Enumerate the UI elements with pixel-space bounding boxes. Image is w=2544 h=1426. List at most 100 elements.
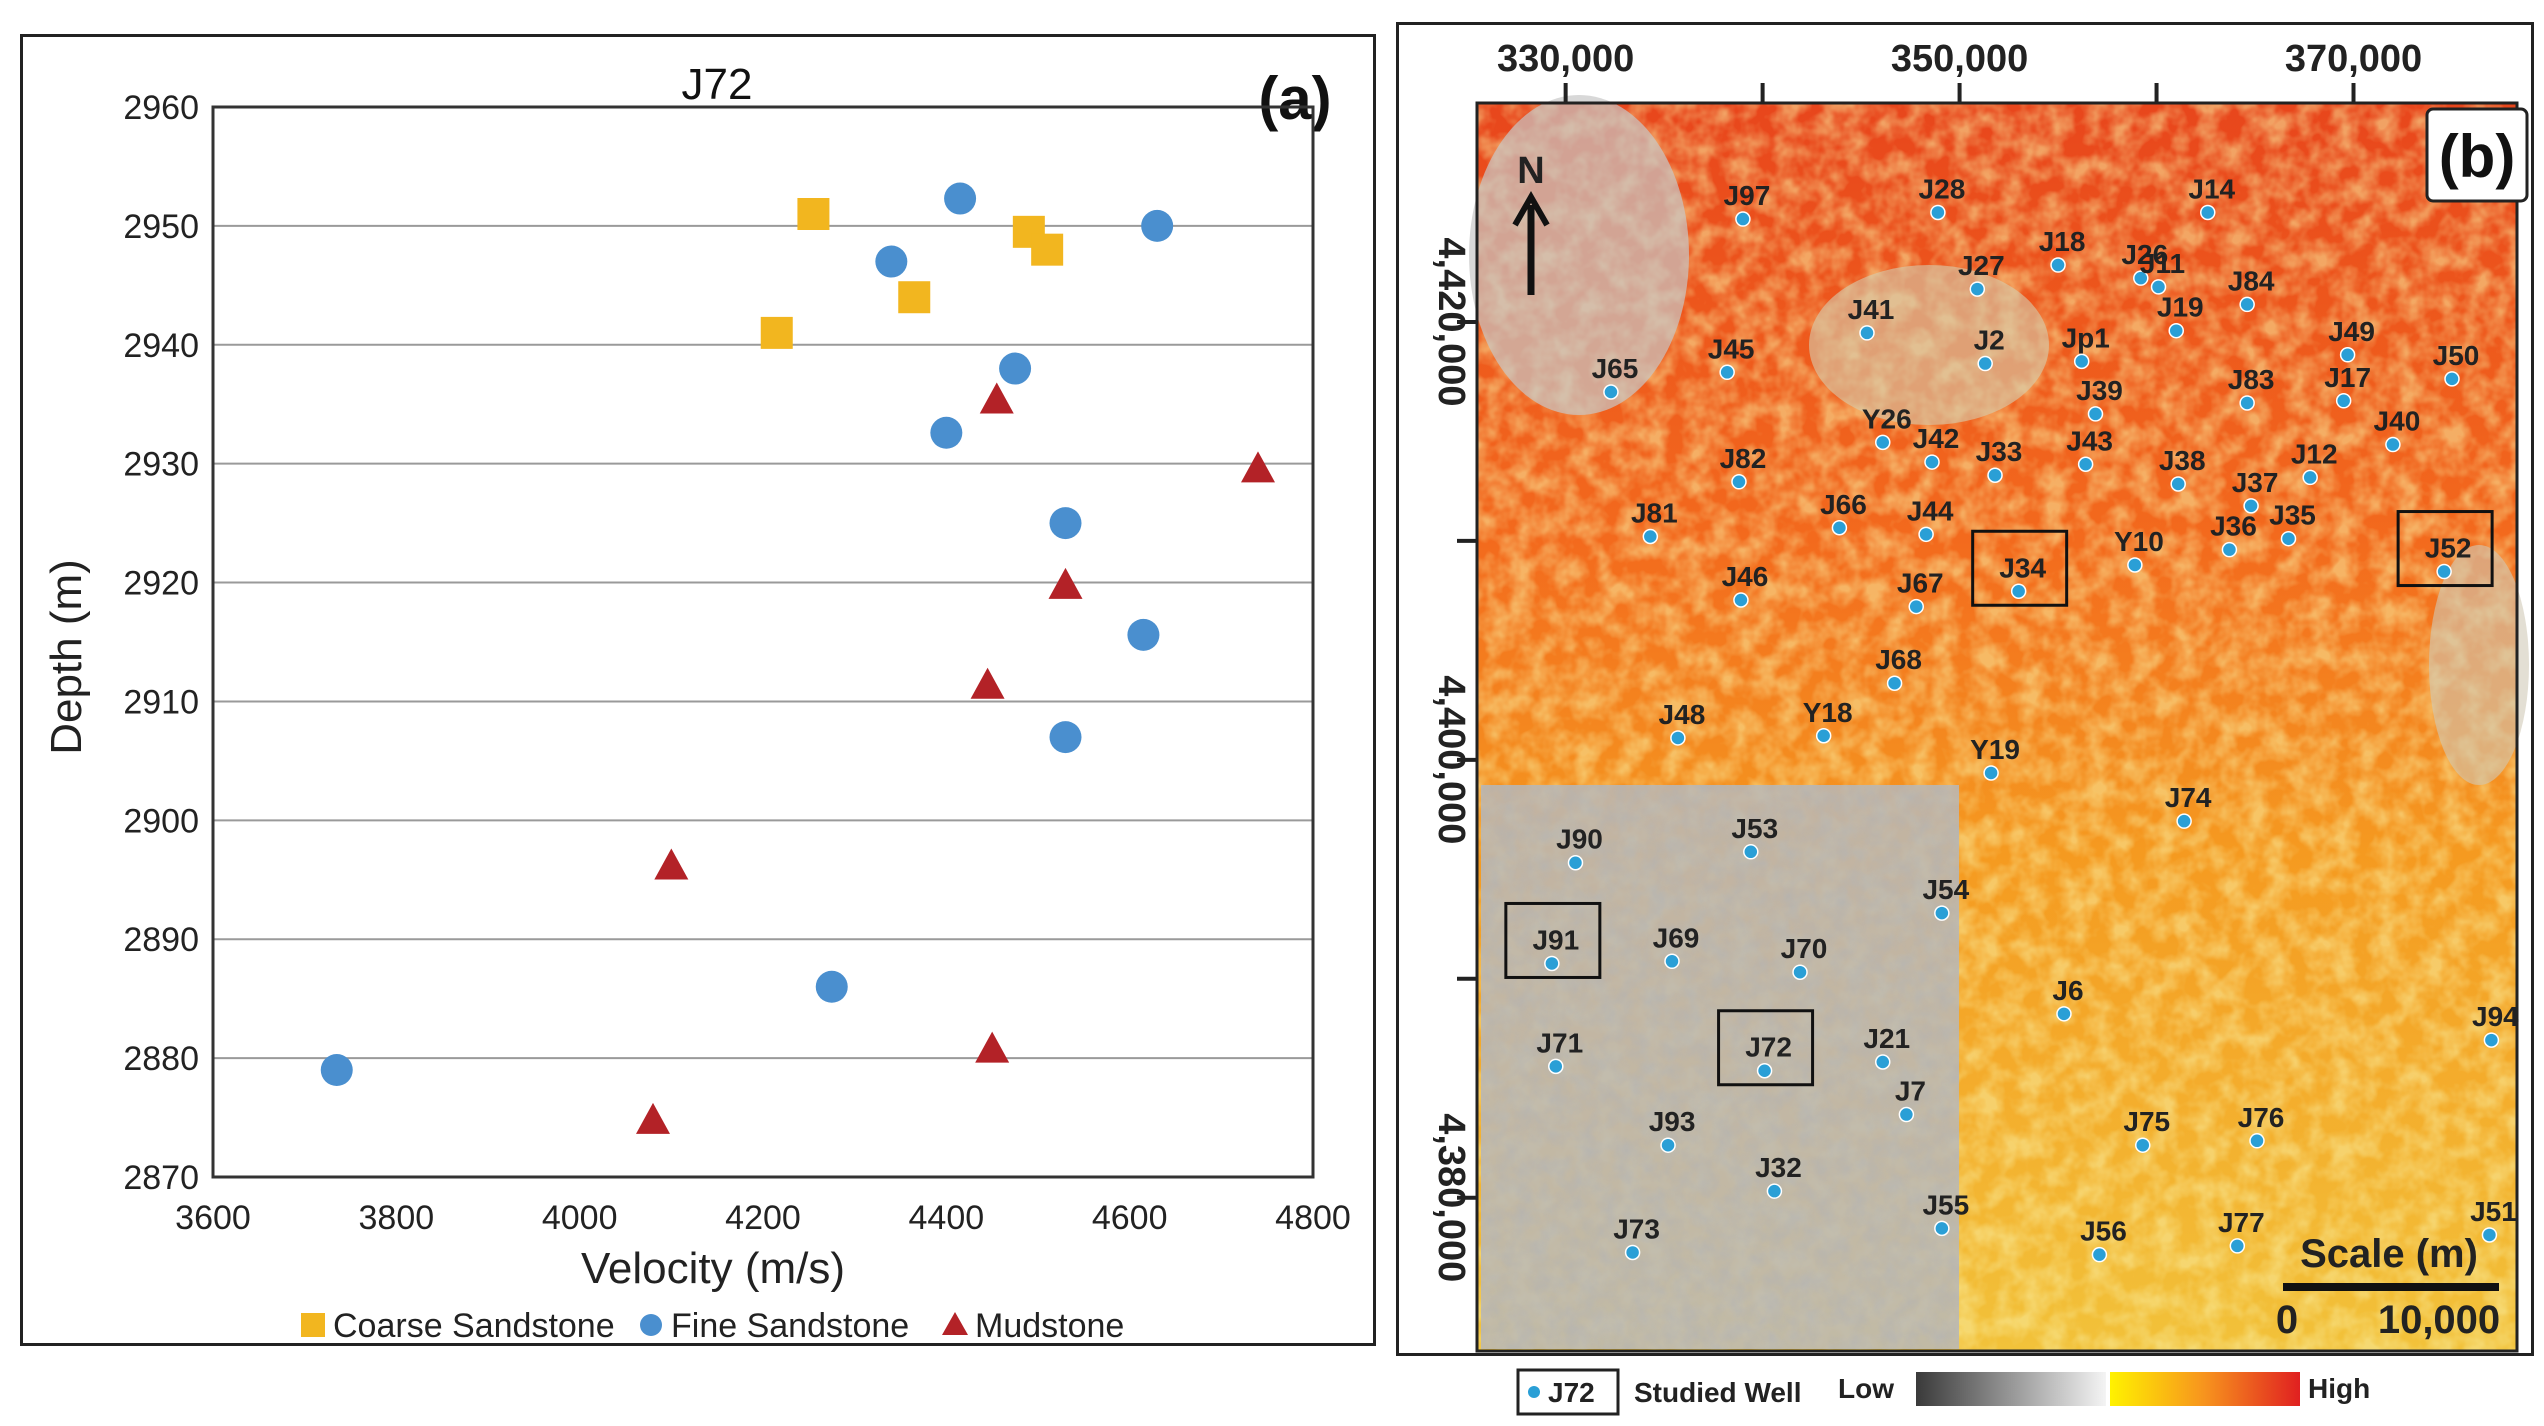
- well-marker: [2243, 498, 2259, 514]
- well-marker: [1603, 384, 1619, 400]
- well-label: J38: [2159, 445, 2206, 476]
- well-marker: [1567, 854, 1584, 871]
- x-tick-label: 4200: [725, 1199, 801, 1237]
- well-label: J49: [2328, 316, 2375, 347]
- well-y18: Y18: [1803, 697, 1853, 744]
- well-j27: J27: [1958, 250, 2005, 297]
- north-arrow: N: [1512, 150, 1550, 295]
- well-j17: J17: [2324, 362, 2371, 409]
- x-tick-label: 4800: [1275, 1199, 1351, 1237]
- well-marker: [1664, 953, 1680, 970]
- well-j73: J73: [1613, 1213, 1660, 1261]
- mid-value-zone-east: [2429, 545, 2529, 785]
- well-marker: [1983, 765, 1999, 781]
- y-tick-label: 2900: [123, 802, 199, 840]
- map-x-tick-label: 370,000: [2285, 38, 2422, 80]
- scale-bar: Scale (m) 0 10,000: [2276, 1232, 2500, 1342]
- north-arrow-head: [1512, 190, 1550, 227]
- well-marker: [2087, 406, 2104, 422]
- well-marker: [1544, 955, 1560, 972]
- legend-marker-mudstone: [942, 1312, 968, 1335]
- well-j55: J55: [1922, 1189, 1969, 1237]
- point-fine-sandstone: [930, 416, 963, 449]
- point-mudstone: [979, 382, 1014, 414]
- well-label: J52: [2425, 533, 2472, 564]
- studied-well-box: [1504, 901, 1602, 979]
- well-label: J73: [1613, 1213, 1660, 1244]
- well-j65: J65: [1592, 353, 1639, 400]
- legend-label-mudstone: Mudstone: [975, 1307, 1124, 1345]
- well-j81: J81: [1631, 498, 1678, 545]
- well-j35: J35: [2269, 500, 2316, 547]
- point-fine-sandstone: [944, 182, 977, 215]
- well-marker: [2077, 456, 2094, 473]
- point-mudstone: [975, 1031, 1010, 1063]
- well-label: J65: [1592, 353, 1639, 384]
- well-j11: J11: [2140, 248, 2185, 295]
- well-j76: J76: [2238, 1102, 2284, 1149]
- x-tick-label: 4600: [1092, 1199, 1168, 1237]
- chart-title: J72: [682, 60, 753, 109]
- well-label: J35: [2269, 500, 2316, 531]
- well-label: J17: [2324, 362, 2371, 393]
- well-label: J14: [2188, 173, 2235, 204]
- well-label: J46: [1722, 561, 1769, 592]
- well-marker: [1719, 364, 1735, 381]
- well-marker: [2339, 347, 2356, 363]
- well-j70: J70: [1781, 933, 1827, 980]
- well-label: J27: [1958, 250, 2005, 281]
- y-axis-title: Depth (m): [42, 559, 91, 755]
- well-marker: [1731, 474, 1747, 490]
- well-j45: J45: [1708, 333, 1755, 381]
- well-marker: [2168, 322, 2184, 339]
- well-marker: [2483, 1032, 2500, 1048]
- well-label: J50: [2433, 340, 2480, 371]
- legend: Coarse Sandstone Fine Sandstone Mudstone: [301, 1307, 1124, 1345]
- well-marker: [1815, 728, 1832, 744]
- y-tick-label: 2910: [123, 683, 199, 721]
- y-tick-label: 2920: [123, 565, 199, 603]
- well-label: J93: [1649, 1106, 1696, 1137]
- well-marker: [1969, 281, 1986, 297]
- well-marker: [1875, 434, 1891, 451]
- panel-label-b: (b): [2439, 123, 2516, 190]
- well-label: J41: [1848, 294, 1895, 325]
- well-j38: J38: [2159, 445, 2206, 492]
- x-tick-label: 3600: [175, 1199, 251, 1237]
- legend-high-label: High: [2308, 1373, 2370, 1404]
- well-marker: [1733, 592, 1749, 608]
- well-marker: [1766, 1183, 1783, 1199]
- well-marker: [1886, 675, 1903, 691]
- well-label: J55: [1922, 1189, 1969, 1220]
- well-label: J42: [1913, 423, 1960, 454]
- well-label: J34: [1999, 552, 2046, 583]
- well-marker: [1735, 211, 1751, 227]
- map-x-tick-label: 330,000: [1497, 38, 1634, 80]
- point-fine-sandstone: [815, 970, 848, 1003]
- point-fine-sandstone: [1049, 507, 1082, 540]
- well-j41: J41: [1848, 294, 1895, 341]
- well-j90: J90: [1556, 824, 1603, 871]
- well-j52: J52: [2396, 510, 2494, 588]
- point-coarse-sandstone: [797, 198, 830, 230]
- well-label: J83: [2228, 364, 2275, 395]
- well-label: J68: [1875, 644, 1922, 675]
- well-marker: [2200, 204, 2216, 221]
- point-fine-sandstone: [999, 352, 1032, 385]
- well-marker: [2073, 353, 2090, 370]
- well-j2: J2: [1974, 325, 2005, 372]
- well-label: Y10: [2114, 526, 2164, 557]
- well-marker: [1548, 1058, 1564, 1075]
- well-marker: [2176, 813, 2192, 829]
- well-y26: Y26: [1862, 403, 1912, 451]
- data-points: [320, 182, 1275, 1134]
- well-label: J75: [2123, 1106, 2170, 1137]
- well-j51: J51: [2470, 1196, 2517, 1243]
- well-label: J26: [2121, 239, 2168, 270]
- legend-sample-well: J72: [1548, 1377, 1595, 1408]
- x-axis-title: Velocity (m/s): [581, 1244, 845, 1293]
- axes: [211, 105, 1315, 1179]
- point-mudstone: [970, 667, 1005, 699]
- colorbar-low-segment: [1916, 1372, 2106, 1406]
- well-label: J77: [2218, 1207, 2265, 1238]
